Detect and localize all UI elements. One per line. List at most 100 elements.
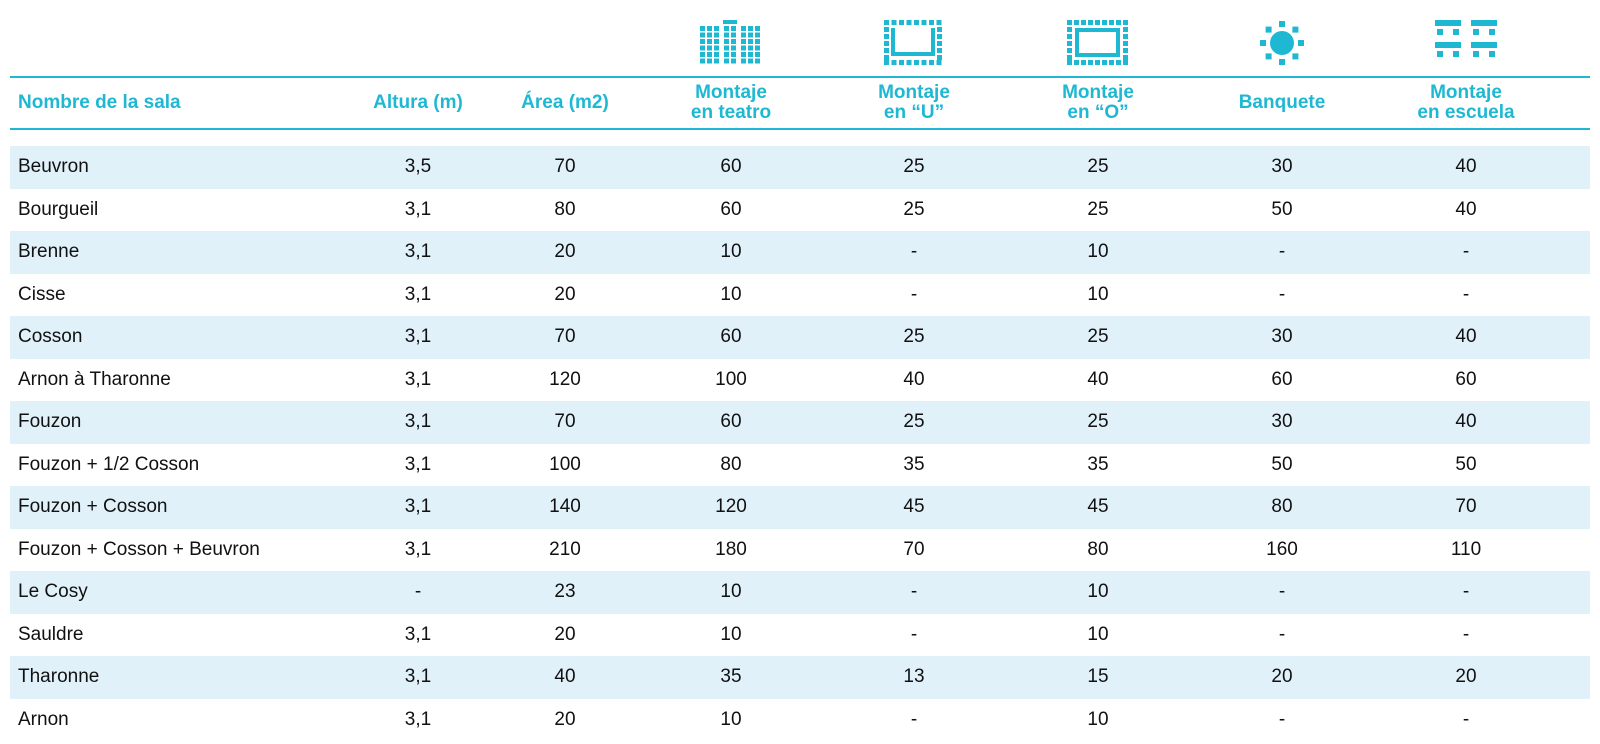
value-cell: 25 <box>903 411 925 432</box>
value-cell: 30 <box>1271 156 1293 177</box>
value-cell: 120 <box>549 368 581 390</box>
value-cell: - <box>1462 581 1470 602</box>
value-cell: 30 <box>1271 326 1293 347</box>
table-row: Sauldre 3,1 20 10 - 10 - - <box>10 614 1590 657</box>
room-name-cell: Fouzon <box>18 411 82 432</box>
column-header-line: Montaje <box>1062 82 1134 103</box>
value-cell: 40 <box>1455 156 1477 177</box>
header-bottom-rule <box>10 128 1590 130</box>
value-cell: - <box>910 623 918 645</box>
value-cell: 80 <box>720 453 742 475</box>
table-row: Arnon 3,1 20 10 - 10 - - <box>10 699 1590 742</box>
value-cell: 20 <box>554 708 576 730</box>
value-cell: 10 <box>1087 241 1109 262</box>
value-cell: 25 <box>903 326 925 347</box>
value-cell: 13 <box>903 666 925 687</box>
value-cell: 3,1 <box>404 198 432 220</box>
value-cell: - <box>910 283 918 305</box>
value-cell: 10 <box>1087 283 1109 305</box>
room-name-cell: Brenne <box>18 241 80 262</box>
value-cell: 40 <box>1455 198 1477 220</box>
value-cell: 3,1 <box>404 241 432 262</box>
value-cell: - <box>1462 708 1470 730</box>
value-cell: - <box>1278 623 1286 645</box>
value-cell: 70 <box>1455 496 1477 517</box>
value-cell: 35 <box>720 666 742 687</box>
table-row: Tharonne 3,1 40 35 13 15 20 20 <box>10 656 1590 699</box>
setup-icons-row <box>10 0 1590 76</box>
value-cell: 80 <box>1271 496 1293 517</box>
column-header-line: Altura (m) <box>373 92 463 113</box>
value-cell: 30 <box>1271 411 1293 432</box>
value-cell: - <box>910 581 918 602</box>
table-row: Cisse 3,1 20 10 - 10 - - <box>10 274 1590 317</box>
room-name-cell: Cosson <box>18 326 83 347</box>
value-cell: 25 <box>1087 326 1109 347</box>
column-header-line: Área (m2) <box>521 92 609 113</box>
table-row: Fouzon 3,1 70 60 25 25 30 40 <box>10 401 1590 444</box>
value-cell: 60 <box>720 198 742 220</box>
value-cell: 10 <box>1087 581 1109 602</box>
value-cell: 50 <box>1271 453 1293 475</box>
value-cell: 3,5 <box>404 156 432 177</box>
column-header-5: Montaje en “O” <box>1062 78 1134 128</box>
column-header-7: Montaje en escuela <box>1417 78 1514 128</box>
value-cell: - <box>414 581 422 602</box>
value-cell: 60 <box>720 411 742 432</box>
header-top-rule <box>10 76 1590 78</box>
theater-seating-icon <box>696 20 766 68</box>
value-cell: 3,1 <box>404 666 432 687</box>
room-name-cell: Beuvron <box>18 156 89 177</box>
table-row: Fouzon + Cosson 3,1 140 120 45 45 80 70 <box>10 486 1590 529</box>
value-cell: 70 <box>554 156 576 177</box>
room-name-cell: Arnon à Tharonne <box>18 368 171 390</box>
classroom-icon <box>1431 20 1501 68</box>
room-name-cell: Sauldre <box>18 623 84 645</box>
header-row: Nombre de la sala Altura (m) Área (m2) Mont… <box>10 78 1590 128</box>
value-cell: 70 <box>554 411 576 432</box>
value-cell: 3,1 <box>404 623 432 645</box>
room-name-cell: Tharonne <box>18 666 100 687</box>
value-cell: 50 <box>1271 198 1293 220</box>
value-cell: 25 <box>1087 411 1109 432</box>
value-cell: 3,1 <box>404 368 432 390</box>
table-row: Fouzon + Cosson + Beuvron 3,1 210 180 70 80 16… <box>10 529 1590 572</box>
value-cell: 100 <box>715 368 747 390</box>
room-name-cell: Le Cosy <box>18 581 88 602</box>
value-cell: 180 <box>715 538 747 560</box>
value-cell: - <box>1278 241 1286 262</box>
value-cell: 20 <box>1455 666 1477 687</box>
value-cell: 80 <box>554 198 576 220</box>
table-row: Brenne 3,1 20 10 - 10 - - <box>10 231 1590 274</box>
value-cell: 60 <box>1271 368 1293 390</box>
value-cell: 20 <box>1271 666 1293 687</box>
value-cell: 45 <box>1087 496 1109 517</box>
value-cell: 3,1 <box>404 326 432 347</box>
value-cell: - <box>910 708 918 730</box>
value-cell: 140 <box>549 496 581 517</box>
column-header-3: Montaje en teatro <box>691 78 771 128</box>
value-cell: - <box>1278 708 1286 730</box>
room-name-cell: Bourgueil <box>18 198 99 220</box>
value-cell: 3,1 <box>404 708 432 730</box>
table-row: Fouzon + 1/2 Cosson 3,1 100 80 35 35 50 50 <box>10 444 1590 487</box>
table-row: Bourgueil 3,1 80 60 25 25 50 40 <box>10 189 1590 232</box>
banquet-icon <box>1247 20 1317 68</box>
value-cell: 160 <box>1266 538 1298 560</box>
value-cell: 80 <box>1087 538 1109 560</box>
value-cell: - <box>1462 241 1470 262</box>
value-cell: 25 <box>903 198 925 220</box>
column-header-line: Banquete <box>1238 92 1326 113</box>
value-cell: 40 <box>554 666 576 687</box>
column-header-line: en escuela <box>1417 102 1515 123</box>
value-cell: 10 <box>1087 708 1109 730</box>
column-header-0: Nombre de la sala <box>18 78 181 128</box>
value-cell: 3,1 <box>404 283 432 305</box>
value-cell: - <box>1462 283 1470 305</box>
room-name-cell: Fouzon + Cosson <box>18 496 168 517</box>
value-cell: 40 <box>1455 326 1477 347</box>
value-cell: 40 <box>1087 368 1109 390</box>
value-cell: 20 <box>554 241 576 262</box>
value-cell: 3,1 <box>404 538 432 560</box>
column-header-2: Área (m2) <box>521 78 609 128</box>
